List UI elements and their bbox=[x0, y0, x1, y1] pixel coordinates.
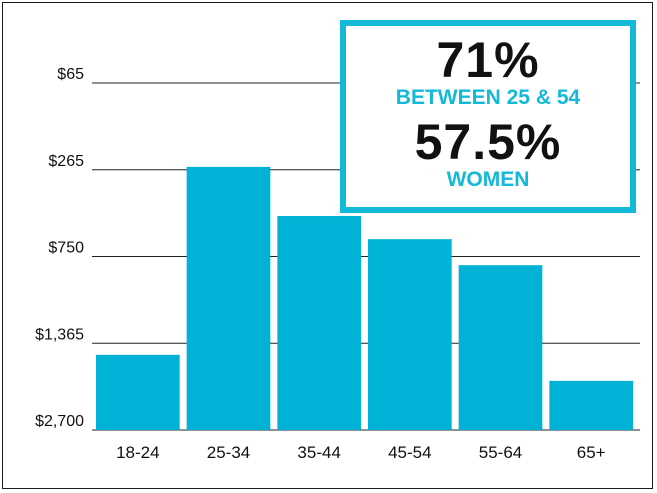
x-tick-label: 35-44 bbox=[297, 443, 340, 462]
x-tick-label: 25-34 bbox=[207, 443, 250, 462]
stat-age-value: 71% bbox=[436, 31, 540, 88]
stats-callout: 71% BETWEEN 25 & 54 57.5% WOMEN bbox=[340, 20, 636, 213]
y-tick-labels: $65 $265 $750 $1,365 $2,700 bbox=[35, 66, 84, 430]
stat-age-label: BETWEEN 25 & 54 bbox=[395, 85, 581, 109]
bar-45-54 bbox=[368, 239, 452, 430]
bar-18-24 bbox=[96, 354, 180, 430]
x-tick-label: 45-54 bbox=[388, 443, 431, 462]
bar-25-34 bbox=[186, 166, 271, 430]
bar-55-64 bbox=[458, 265, 543, 430]
x-tick-labels: 18-24 25-34 35-44 45-54 55-64 65+ bbox=[116, 443, 606, 462]
x-tick-label: 18-24 bbox=[116, 443, 159, 462]
y-tick-label: $1,365 bbox=[35, 326, 84, 343]
y-tick-label: $2,700 bbox=[35, 413, 84, 430]
bars bbox=[96, 166, 633, 430]
bar-35-44 bbox=[277, 216, 361, 430]
y-tick-label: $750 bbox=[48, 240, 84, 257]
stat-women-label: WOMEN bbox=[446, 167, 530, 191]
x-tick-label: 65+ bbox=[577, 443, 606, 462]
bar-65+ bbox=[549, 380, 633, 430]
x-tick-label: 55-64 bbox=[479, 443, 522, 462]
y-tick-label: $265 bbox=[48, 153, 84, 170]
stat-women-value: 57.5% bbox=[414, 113, 562, 170]
y-tick-label: $65 bbox=[57, 66, 84, 83]
